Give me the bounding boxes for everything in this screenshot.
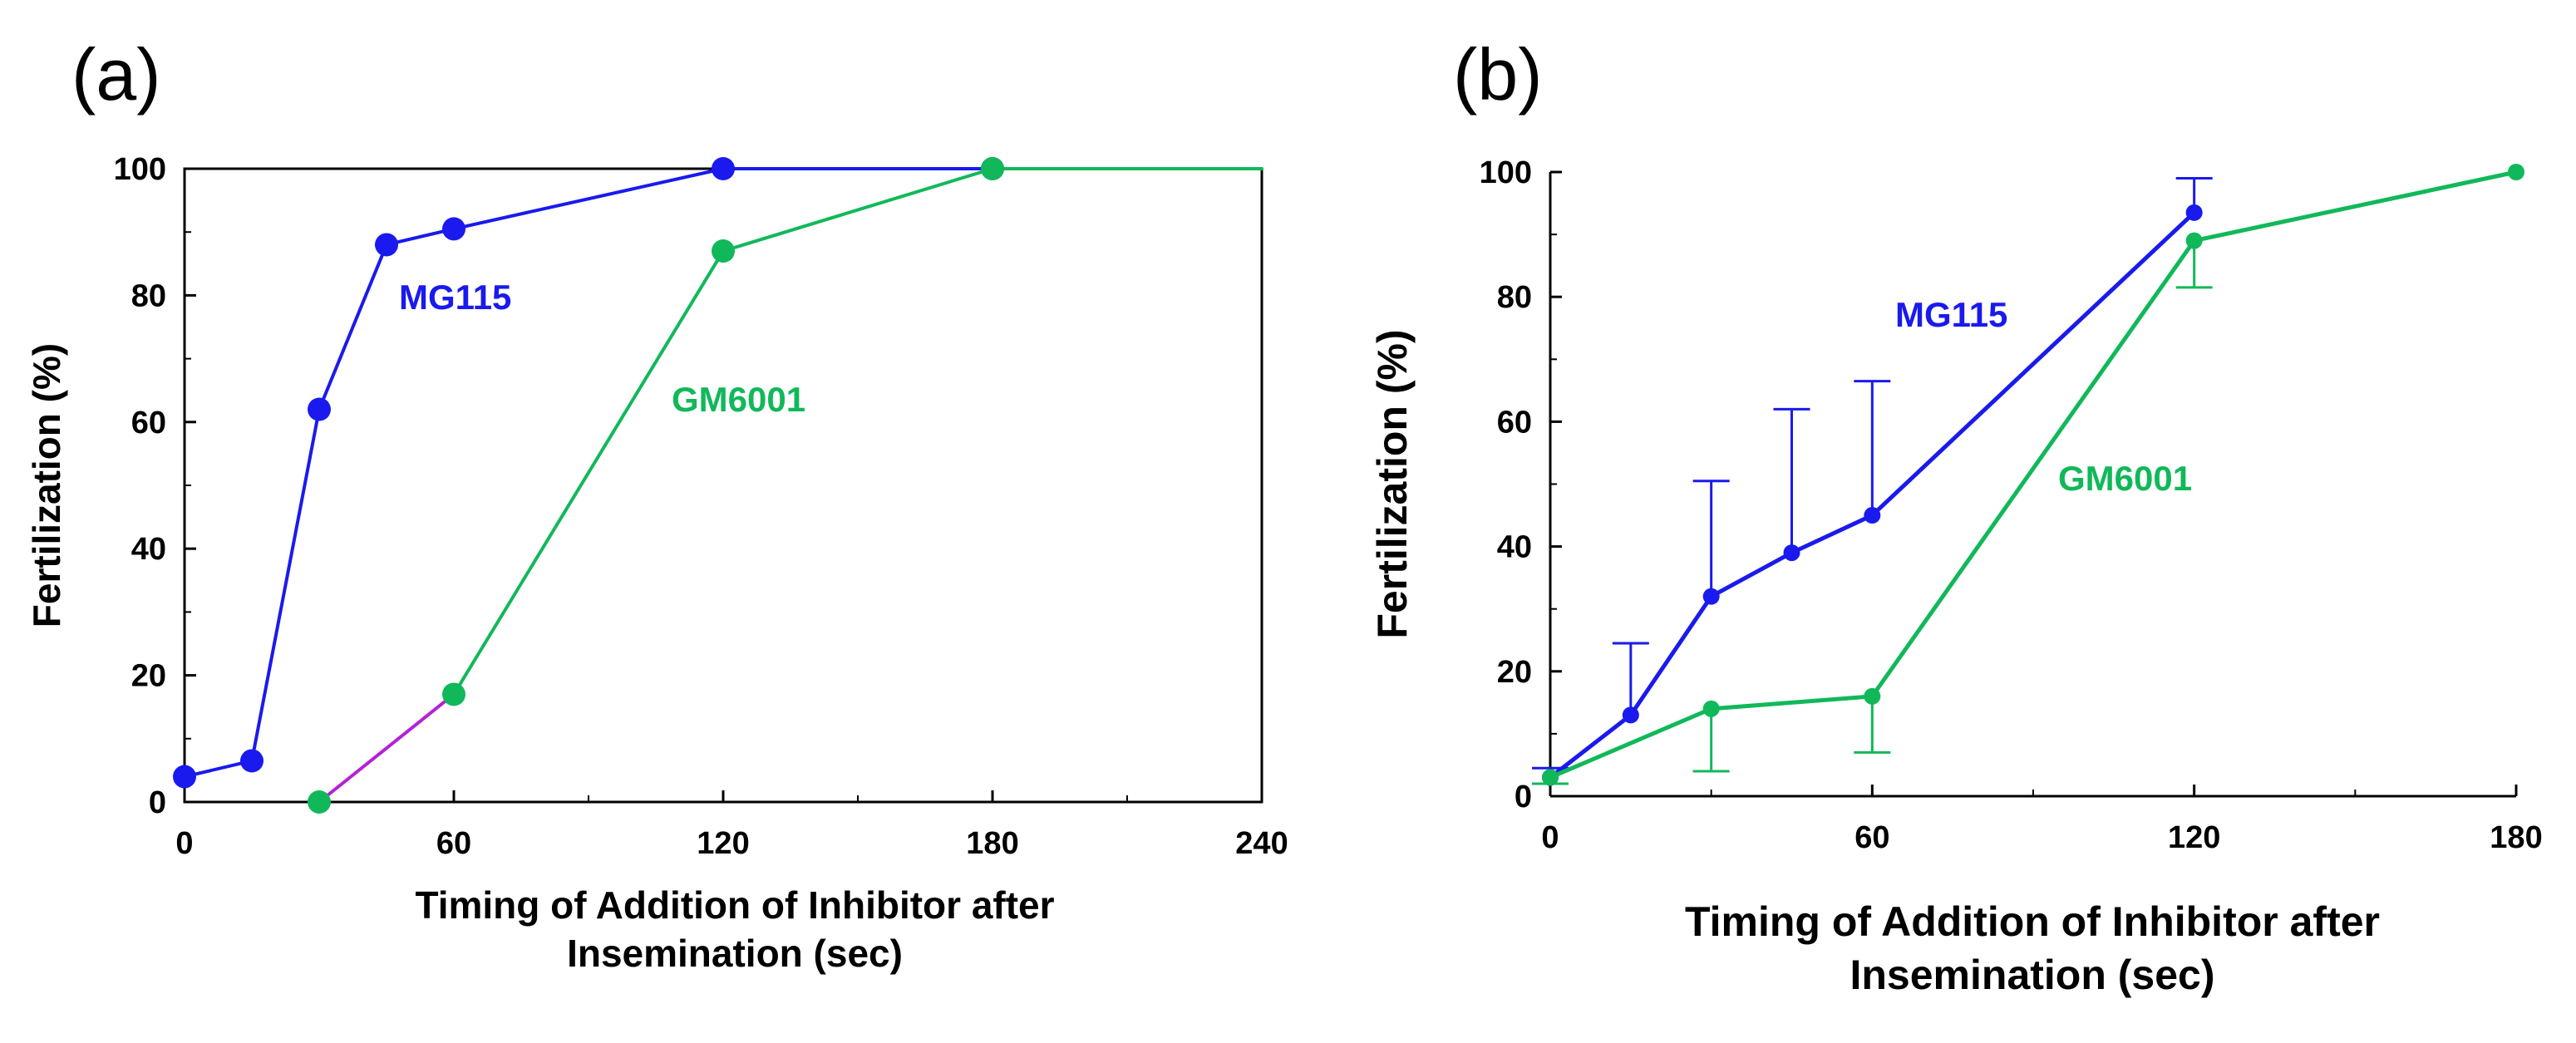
series-line-segment bbox=[1548, 712, 1633, 780]
y-tick-label: 0 bbox=[149, 785, 166, 820]
x-tick-label: 240 bbox=[1235, 826, 1288, 861]
series-line-segment bbox=[2192, 170, 2519, 244]
series-line-segment bbox=[452, 167, 725, 231]
y-tick-label: 100 bbox=[114, 152, 166, 187]
series-label: GM6001 bbox=[2058, 459, 2192, 498]
data-point bbox=[1622, 706, 1639, 724]
data-point bbox=[2185, 232, 2203, 249]
x-tick-label: 180 bbox=[2490, 820, 2542, 855]
data-point bbox=[2185, 204, 2203, 221]
panel-label: (b) bbox=[1453, 33, 1543, 116]
data-point bbox=[173, 765, 196, 789]
data-point bbox=[308, 790, 331, 814]
series-line-segment bbox=[1790, 513, 1874, 555]
series-line-segment bbox=[250, 407, 321, 763]
series-line-segment bbox=[1628, 594, 1714, 717]
y-tick-label: 20 bbox=[131, 659, 166, 694]
y-tick-label: 80 bbox=[1497, 280, 1532, 315]
data-point bbox=[240, 749, 264, 773]
panel-label: (a) bbox=[71, 33, 161, 116]
series-label: MG115 bbox=[1895, 295, 2007, 334]
data-point bbox=[712, 239, 735, 263]
y-tick-label: 100 bbox=[1480, 155, 1532, 190]
plot-frame bbox=[183, 167, 1263, 804]
y-tick-label: 80 bbox=[131, 278, 166, 313]
y-tick-label: 40 bbox=[131, 532, 166, 567]
data-point bbox=[1864, 507, 1881, 524]
series-line-segment bbox=[1709, 694, 1874, 711]
data-point bbox=[981, 157, 1004, 180]
panel-b: (b) 0 20 40 60 80 100 0 60 120 180 Timing of Additi… bbox=[1369, 33, 2543, 998]
y-tick-label: 40 bbox=[1497, 530, 1532, 565]
x-axis-title: Timing of Addition of Inhibitor after bbox=[415, 883, 1054, 927]
data-point bbox=[1702, 700, 1720, 717]
data-point bbox=[712, 157, 735, 180]
data-point bbox=[1783, 544, 1800, 562]
x-axis-title: Insemination (sec) bbox=[1850, 952, 2215, 998]
y-tick-label: 0 bbox=[1515, 780, 1532, 814]
y-tick-label: 20 bbox=[1497, 655, 1532, 690]
series-mg115: MG115 bbox=[1532, 177, 2213, 786]
data-point bbox=[1542, 769, 1559, 786]
series-line-segment bbox=[1709, 550, 1794, 599]
data-point bbox=[442, 682, 465, 706]
data-point bbox=[1864, 687, 1881, 705]
x-tick-label: 60 bbox=[1854, 820, 1889, 855]
x-axis-title: Insemination (sec) bbox=[567, 932, 903, 975]
series-line-segment bbox=[318, 692, 456, 804]
y-tick-label: 60 bbox=[1497, 405, 1532, 440]
x-tick-label: 60 bbox=[436, 826, 471, 861]
series-line-segment bbox=[452, 249, 725, 696]
series-line-segment bbox=[318, 243, 388, 411]
series-gm6001: GM6001 bbox=[1532, 164, 2524, 786]
x-tick-label: 180 bbox=[966, 826, 1018, 861]
x-tick-label: 120 bbox=[2168, 820, 2220, 855]
x-tick-label: 0 bbox=[175, 826, 193, 861]
data-point bbox=[1702, 588, 1720, 605]
series-label: GM6001 bbox=[672, 380, 805, 419]
panel-a: (a) 0 20 40 60 80 100 0 60 120 180 240 Timing of Add… bbox=[25, 33, 1288, 975]
y-axis-title: Fertilization (%) bbox=[25, 343, 68, 627]
x-tick-label: 120 bbox=[697, 826, 749, 861]
series-line-segment bbox=[722, 167, 994, 253]
series-line-segment bbox=[1869, 210, 2197, 518]
data-point bbox=[1260, 167, 1263, 170]
x-axis-title: Timing of Addition of Inhibitor after bbox=[1685, 898, 2380, 945]
data-point bbox=[2508, 164, 2524, 180]
series-line-segment bbox=[1548, 706, 1714, 780]
data-point bbox=[308, 397, 331, 421]
series-gm6001: GM6001 bbox=[308, 157, 1263, 814]
x-tick-label: 0 bbox=[1541, 820, 1559, 855]
series-label: MG115 bbox=[399, 278, 511, 317]
y-axis-title: Fertilization (%) bbox=[1369, 329, 1416, 638]
data-point bbox=[442, 217, 465, 241]
data-point bbox=[375, 233, 398, 257]
y-tick-label: 60 bbox=[131, 406, 166, 440]
series-mg115: MG115 bbox=[173, 157, 1004, 789]
series-line-segment bbox=[1869, 239, 2197, 699]
